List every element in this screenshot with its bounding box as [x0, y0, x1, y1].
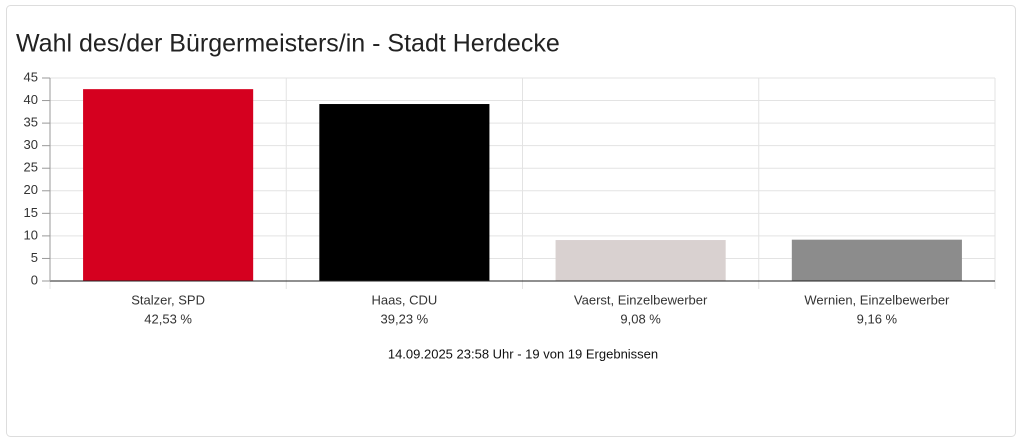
value-label: 9,16 %: [857, 311, 898, 326]
x-tick-label: Haas, CDU: [372, 292, 438, 307]
value-label: 9,08 %: [620, 311, 661, 326]
x-tick-label: Wernien, Einzelbewerber: [804, 292, 950, 307]
y-tick-label: 0: [31, 272, 38, 287]
footnote: 14.09.2025 23:58 Uhr - 19 von 19 Ergebni…: [388, 346, 658, 361]
chart-title: Wahl des/der Bürgermeisters/in - Stadt H…: [16, 30, 560, 58]
y-tick-label: 35: [24, 115, 38, 130]
x-tick-label: Stalzer, SPD: [131, 292, 205, 307]
bar: [555, 240, 726, 281]
x-tick-label: Vaerst, Einzelbewerber: [574, 292, 708, 307]
bar: [319, 104, 490, 281]
y-tick-label: 15: [24, 205, 38, 220]
bar: [83, 89, 254, 281]
y-tick-label: 20: [24, 182, 38, 197]
y-tick-label: 40: [24, 92, 38, 107]
value-label: 39,23 %: [381, 311, 429, 326]
card: [6, 5, 1016, 437]
y-tick-label: 5: [31, 250, 38, 265]
y-tick-label: 45: [24, 69, 38, 84]
y-tick-label: 25: [24, 160, 38, 175]
bar: [791, 239, 962, 281]
value-label: 42,53 %: [144, 311, 192, 326]
y-tick-label: 10: [24, 227, 38, 242]
y-tick-label: 30: [24, 137, 38, 152]
